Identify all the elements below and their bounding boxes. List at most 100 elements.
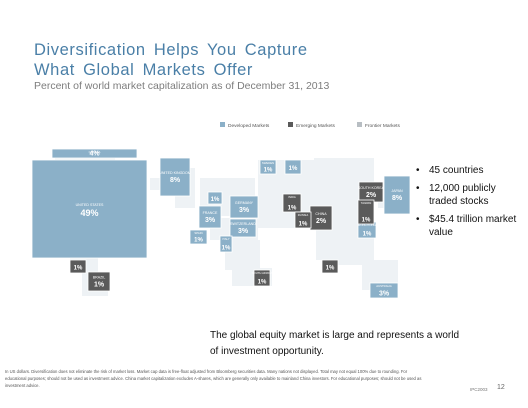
market-tile: SPAIN 1% — [189, 229, 208, 245]
bullet-stocks: 12,000 publicly traded stocks — [416, 182, 521, 208]
title-line-1: Diversification Helps You Capture — [34, 41, 308, 59]
market-pct-label: 1% — [299, 222, 308, 228]
market-tile: SOUTH KOREA 2% — [358, 181, 385, 203]
market-name-label: TAIWAN — [361, 201, 372, 205]
market-pct-label: 3% — [238, 228, 249, 235]
market-tile: FRANCE 3% — [198, 205, 222, 229]
market-pct-label: 1% — [194, 238, 203, 244]
market-pct-label: 3% — [205, 217, 216, 224]
market-tile: SWEDEN 1% — [259, 159, 277, 175]
market-tile: CHINA 2% — [309, 205, 333, 231]
market-name-label: SOUTH KOREA — [358, 186, 385, 190]
market-pct-label: 8% — [170, 177, 181, 184]
market-tile: SWITZERLAND 3% — [229, 218, 257, 238]
market-tile: 1% — [207, 191, 223, 205]
market-pct-label: 3% — [239, 207, 250, 214]
market-tile-rect — [369, 282, 399, 299]
market-name-label: FRANCE — [203, 211, 218, 215]
market-tile-rect — [229, 195, 259, 219]
market-tile-rect — [87, 271, 111, 292]
market-tile-rect — [321, 259, 339, 274]
market-tile-rect — [207, 191, 223, 205]
market-pct-label: 1% — [74, 266, 83, 272]
market-tile: TAIWAN 1% — [357, 199, 375, 225]
market-name-label: SPAIN — [194, 231, 202, 235]
bullet-market-value: $45.4 trillion market value — [416, 213, 521, 239]
market-name-label: SWEDEN — [262, 161, 274, 165]
market-pct-label: 1% — [326, 266, 335, 272]
market-tile: 1% — [321, 259, 339, 274]
bullet-countries: 45 countries — [416, 164, 521, 177]
market-tile-rect — [253, 269, 271, 287]
world-market-cap-map: Developed Markets Emerging Markets Frontie… — [31, 122, 411, 299]
market-pct-label: 1% — [288, 206, 297, 212]
document-code: IPC2003 — [470, 387, 488, 392]
market-name-label: SWITZERLAND — [230, 222, 256, 226]
page-subtitle: Percent of world market capitalization a… — [34, 80, 330, 92]
caption: The global equity market is large and re… — [210, 330, 460, 357]
market-pct-label: 1% — [264, 168, 273, 174]
market-tile: AUSTRALIA 3% — [369, 282, 399, 299]
market-pct-label: 1% — [289, 166, 298, 172]
market-name-label: INDIA — [288, 195, 296, 199]
market-tile-rect — [294, 211, 312, 229]
market-name-label: GERMANY — [235, 201, 254, 205]
market-tile: JAPAN 8% — [383, 175, 411, 215]
legend-label: Emerging Markets — [296, 123, 336, 129]
market-pct-label: 1% — [363, 232, 372, 238]
market-name-label: ITALY — [222, 237, 229, 241]
market-tile: 1% — [284, 159, 302, 175]
market-name-label: AUSTRALIA — [376, 284, 392, 288]
bullet-list: 45 countries 12,000 publicly traded stoc… — [416, 164, 521, 244]
market-pct-label: 2% — [366, 192, 377, 199]
market-tile-rect — [383, 175, 411, 215]
market-name-label: CANADA — [89, 150, 101, 154]
market-tile-rect — [31, 159, 148, 259]
market-tile-rect — [198, 205, 222, 229]
market-tile-rect — [51, 148, 138, 159]
market-tile-rect — [259, 159, 277, 175]
legend-swatch — [220, 122, 225, 127]
market-pct-label: 1% — [222, 246, 231, 252]
market-pct-label: 2% — [316, 218, 327, 225]
market-tile-rect — [159, 157, 191, 197]
legend-label: Developed Markets — [228, 123, 270, 129]
market-name-label: CHINA — [315, 212, 327, 216]
market-pct-label: 1% — [94, 282, 105, 289]
market-tile: RUSSIA 1% — [294, 211, 312, 229]
page-title: Diversification Helps You Capture What G… — [34, 40, 394, 80]
market-tile-rect — [229, 218, 257, 238]
market-name-label: UNITED KINGDOM — [159, 171, 191, 175]
market-name-label: SOUTH AFRICA — [252, 271, 273, 275]
legend-swatch — [288, 122, 293, 127]
market-tile-rect — [219, 235, 233, 253]
market-tile-rect — [69, 259, 87, 274]
legend-swatch — [357, 122, 362, 127]
market-name-label: BRAZIL — [93, 276, 106, 280]
legend-label: Frontier Markets — [365, 123, 401, 129]
market-tile-rect — [284, 159, 302, 175]
market-name-label: HONG KONG — [358, 223, 375, 227]
market-name-label: JAPAN — [391, 189, 403, 193]
market-tile-rect — [189, 229, 208, 245]
market-tile: 1% — [69, 259, 87, 274]
market-pct-label: 3% — [379, 291, 390, 298]
market-tile: ITALY 1% — [219, 235, 233, 253]
market-tile: INDIA 1% — [282, 193, 302, 213]
map-shape — [336, 255, 362, 265]
title-line-2: What Global Markets Offer — [34, 61, 254, 79]
market-pct-label: 8% — [392, 195, 403, 202]
market-pct-label: 1% — [211, 197, 220, 203]
market-name-label: RUSSIA — [298, 213, 309, 217]
market-tile-rect — [357, 199, 375, 225]
market-tile: GERMANY 3% — [229, 195, 259, 219]
market-pct-label: 1% — [258, 280, 267, 286]
page-number: 12 — [497, 384, 505, 391]
market-name-label: UNITED STATES — [76, 203, 104, 207]
market-tile: BRAZIL 1% — [87, 271, 111, 292]
footnote: In US dollars. Diversification does not … — [5, 369, 422, 388]
market-tile: UNITED KINGDOM 8% — [159, 157, 191, 197]
market-pct-label: 4% — [89, 151, 100, 158]
